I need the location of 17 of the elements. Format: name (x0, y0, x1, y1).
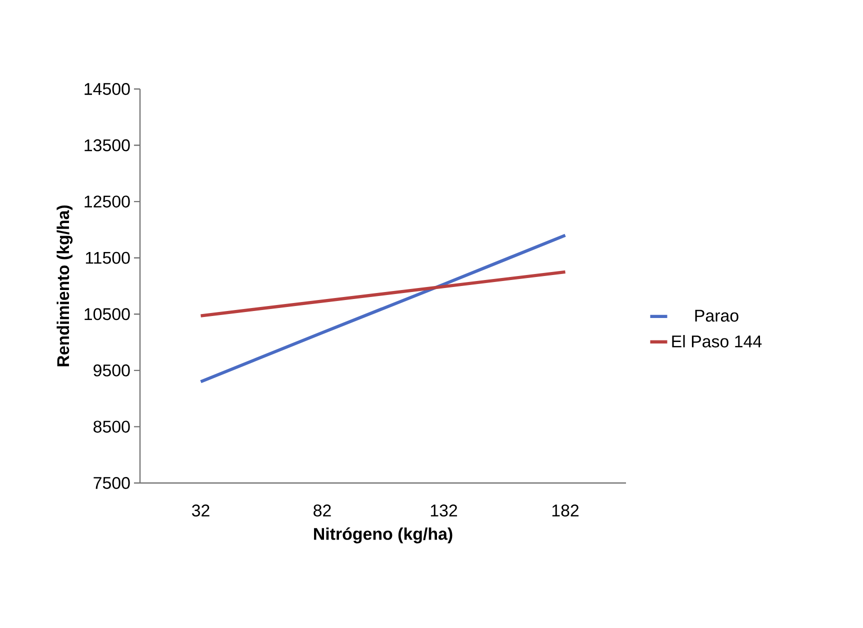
x-axis-title: Nitrógeno (kg/ha) (314, 527, 452, 544)
x-tick-label: 182 (552, 504, 579, 516)
y-tick-label: 12500 (84, 196, 130, 208)
y-tick-label: 7500 (94, 476, 130, 489)
legend-label: El Paso 144 (672, 335, 762, 348)
x-tick-label: 132 (430, 504, 458, 516)
y-tick-label: 13500 (84, 139, 130, 152)
line-series (199, 234, 567, 384)
y-tick-label: 9500 (94, 364, 130, 376)
y-tick-label: 8500 (94, 420, 130, 433)
x-tick-label: 82 (314, 504, 331, 516)
y-tick-label: 10500 (84, 308, 130, 320)
y-axis-title: Rendimiento (kg/ha) (56, 205, 73, 366)
legend-label: Parao (695, 310, 738, 322)
y-tick-label: 14500 (84, 82, 130, 95)
x-tick-label: 32 (192, 504, 210, 516)
y-tick-label: 11500 (86, 252, 130, 264)
